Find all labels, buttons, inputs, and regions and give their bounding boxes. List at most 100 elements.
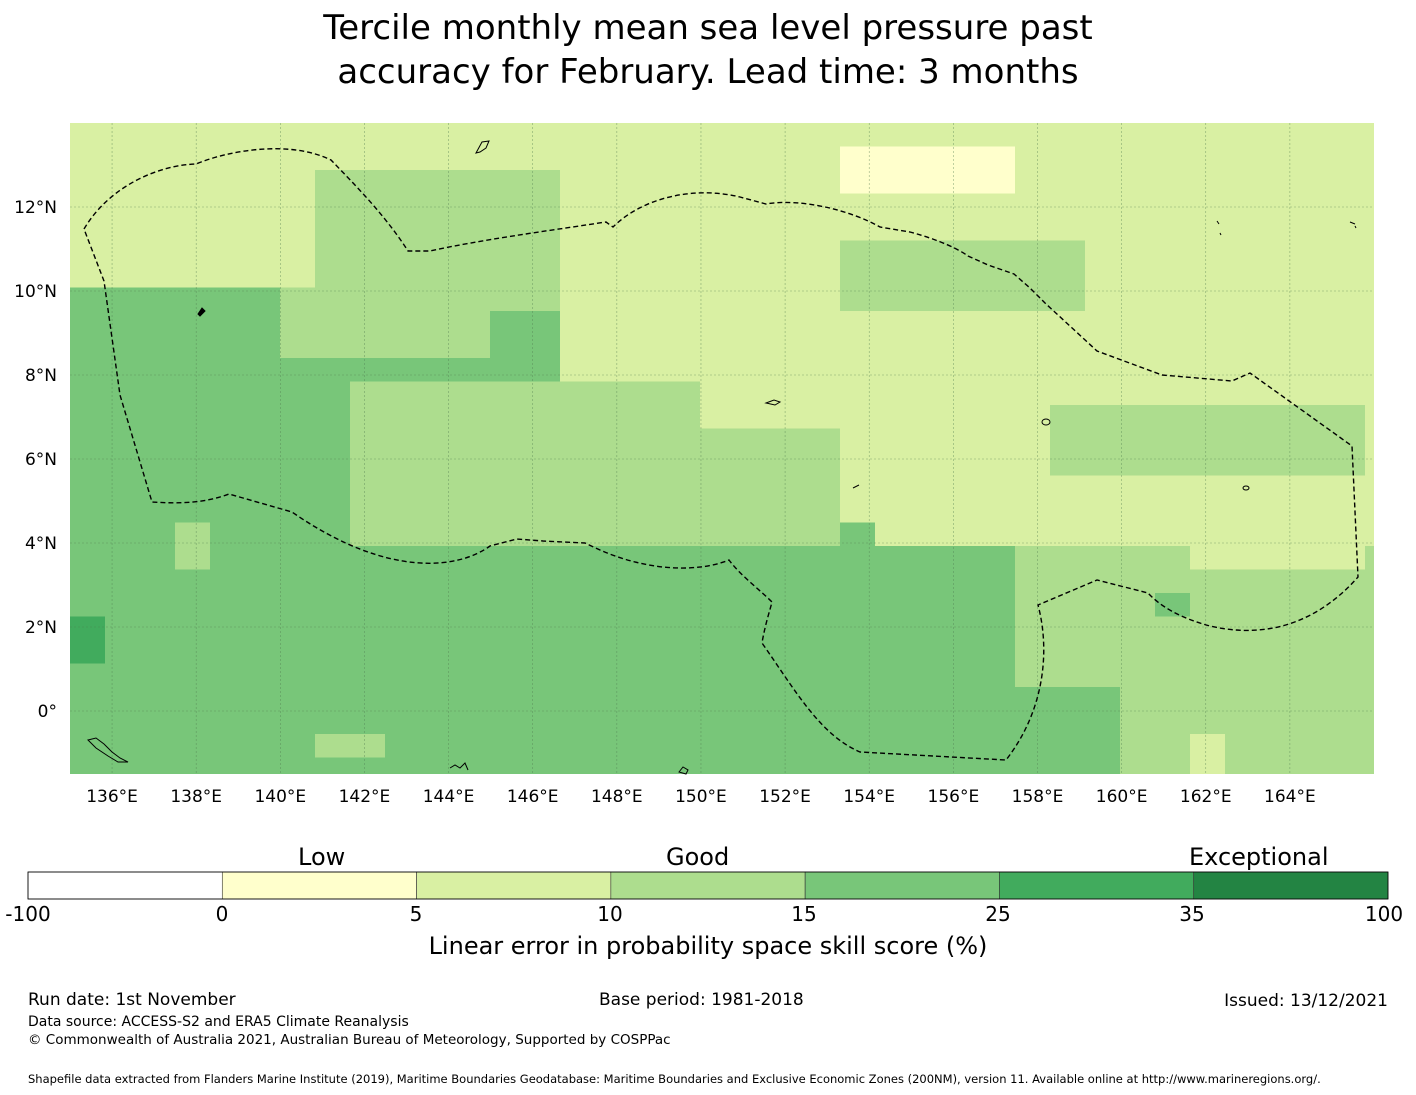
grid-cell (420, 546, 456, 570)
grid-cell (735, 757, 771, 774)
grid-cell (1190, 428, 1226, 453)
grid-cell (945, 311, 981, 335)
grid-cell (805, 757, 841, 774)
grid-cell (210, 264, 246, 288)
grid-cell (1155, 710, 1191, 735)
grid-cell (385, 311, 421, 335)
grid-cell (770, 123, 806, 147)
grid-cell (350, 428, 386, 453)
grid-cell (455, 240, 491, 265)
grid-cell (840, 193, 876, 218)
grid-cell (560, 193, 596, 218)
grid-cell (280, 334, 316, 359)
grid-cell (630, 734, 666, 758)
grid-cell (630, 687, 666, 711)
grid-cell (630, 311, 666, 335)
grid-cell (1225, 428, 1261, 453)
grid-cell (245, 405, 281, 429)
grid-cell (525, 123, 561, 147)
grid-cell (525, 358, 561, 382)
grid-cell (490, 475, 526, 500)
grid-cell (175, 687, 211, 711)
grid-cell (140, 217, 176, 241)
grid-cell (805, 123, 841, 147)
colorbar (27, 871, 1389, 900)
grid-cell (595, 334, 631, 359)
grid-cell (1330, 428, 1366, 453)
grid-cell (1050, 569, 1086, 594)
grid-cell (770, 687, 806, 711)
grid-cell (735, 546, 771, 570)
grid-cell (1365, 499, 1374, 523)
grid-cell (105, 217, 141, 241)
grid-cell (875, 663, 911, 688)
grid-cell (1260, 710, 1296, 735)
grid-cell (525, 405, 561, 429)
grid-cell (980, 428, 1016, 453)
grid-cell (1085, 499, 1121, 523)
grid-cell (1365, 593, 1374, 617)
grid-cell (105, 734, 141, 758)
grid-cell (1050, 452, 1086, 476)
grid-cell (700, 522, 736, 547)
grid-cell (210, 710, 246, 735)
grid-cell (980, 616, 1016, 641)
grid-cell (840, 311, 876, 335)
grid-cell (910, 428, 946, 453)
grid-cell (1225, 687, 1261, 711)
grid-cell (315, 311, 351, 335)
grid-cell (70, 640, 106, 664)
grid-cell (1365, 193, 1374, 218)
grid-cell (1295, 640, 1331, 664)
grid-cell (945, 546, 981, 570)
grid-cell (420, 710, 456, 735)
grid-cell (875, 311, 911, 335)
grid-cell (1015, 522, 1051, 547)
grid-cell (175, 710, 211, 735)
grid-cell (805, 499, 841, 523)
grid-cell (805, 146, 841, 171)
grid-cell (385, 616, 421, 641)
grid-cell (175, 593, 211, 617)
grid-cell (280, 452, 316, 476)
grid-cell (1330, 264, 1366, 288)
grid-cell (910, 616, 946, 641)
grid-cell (1330, 640, 1366, 664)
grid-cell (630, 757, 666, 774)
grid-cell (105, 358, 141, 382)
grid-cell (1085, 264, 1121, 288)
grid-cell (245, 334, 281, 359)
grid-cell (700, 428, 736, 453)
grid-cell (1225, 522, 1261, 547)
grid-cell (105, 616, 141, 641)
grid-cell (490, 193, 526, 218)
grid-cell (560, 217, 596, 241)
grid-cell (910, 757, 946, 774)
grid-cell (140, 287, 176, 312)
grid-cell (455, 593, 491, 617)
longitude-label: 138°E (170, 787, 222, 807)
grid-cell (1190, 710, 1226, 735)
grid-cell (315, 287, 351, 312)
grid-cell (245, 710, 281, 735)
grid-cell (1015, 687, 1051, 711)
grid-cell (490, 358, 526, 382)
grid-cell (105, 311, 141, 335)
grid-cell (280, 405, 316, 429)
grid-cell (1330, 499, 1366, 523)
grid-cell (105, 334, 141, 359)
grid-cell (595, 170, 631, 194)
grid-cell (455, 734, 491, 758)
grid-cell (945, 170, 981, 194)
grid-cell (630, 499, 666, 523)
grid-cell (280, 193, 316, 218)
grid-cell (1190, 170, 1226, 194)
grid-cell (735, 710, 771, 735)
grid-cell (630, 170, 666, 194)
grid-cell (1330, 146, 1366, 171)
grid-cell (1330, 240, 1366, 265)
grid-cell (315, 334, 351, 359)
grid-cell (210, 569, 246, 594)
grid-cell (1225, 734, 1261, 758)
grid-cell (980, 146, 1016, 171)
